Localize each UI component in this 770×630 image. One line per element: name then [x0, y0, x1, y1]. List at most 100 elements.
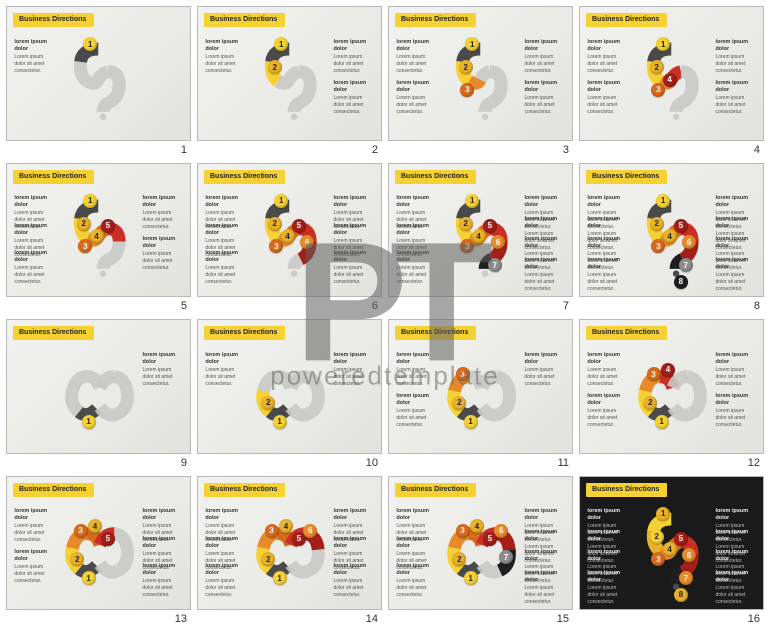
slide-thumbnail[interactable]: Business Directions1lorem ipsum dolorLor…	[6, 319, 191, 468]
slide-thumbnail[interactable]: Business Directions1234567lorem ipsum do…	[388, 163, 573, 312]
callout-label: lorem ipsum dolorLorem ipsum dolor sit a…	[205, 563, 245, 599]
slide-canvas: Business Directions1lorem ipsum dolorLor…	[6, 6, 191, 141]
slide-index: 16	[748, 612, 760, 626]
slide-thumbnail[interactable]: Business Directions12345678lorem ipsum d…	[579, 163, 764, 312]
slide-canvas: Business Directions123456lorem ipsum dol…	[197, 163, 382, 298]
infinity-diagram: 123	[440, 341, 521, 444]
slide-title: Business Directions	[13, 13, 94, 27]
callout-body: Lorem ipsum dolor sit amet consectetur.	[587, 54, 627, 75]
callout-heading: lorem ipsum dolor	[396, 39, 436, 53]
slide-thumbnail[interactable]: Business Directions12lorem ipsum dolorLo…	[197, 6, 382, 155]
callout-heading: lorem ipsum dolor	[715, 236, 755, 250]
callout-heading: lorem ipsum dolor	[14, 250, 54, 264]
slide-index: 3	[563, 143, 569, 157]
callout-label: lorem ipsum dolorLorem ipsum dolor sit a…	[524, 570, 564, 606]
segment-number: 3	[74, 524, 88, 538]
slide-thumbnail[interactable]: Business Directions1lorem ipsum dolorLor…	[6, 6, 191, 155]
callout-heading: lorem ipsum dolor	[396, 393, 436, 407]
slide-thumbnail[interactable]: Business Directions12345lorem ipsum dolo…	[6, 163, 191, 312]
segment-number: 2	[77, 217, 91, 231]
slide-thumbnail[interactable]: Business Directions123lorem ipsum dolorL…	[388, 6, 573, 155]
callout-heading: lorem ipsum dolor	[205, 563, 245, 577]
callout-body: Lorem ipsum dolor sit amet consectetur.	[205, 578, 245, 599]
callout-heading: lorem ipsum dolor	[142, 563, 182, 577]
slide-title: Business Directions	[204, 170, 285, 184]
slide-title: Business Directions	[395, 483, 476, 497]
callout-body: Lorem ipsum dolor sit amet consectetur.	[205, 367, 245, 388]
slide-index: 6	[372, 299, 378, 313]
slide-canvas: Business Directions123456lorem ipsum dol…	[197, 476, 382, 611]
callout-body: Lorem ipsum dolor sit amet consectetur.	[142, 578, 182, 599]
segment-number: 4	[661, 363, 675, 377]
slide-thumbnail[interactable]: Business Directions123lorem ipsum dolorL…	[388, 319, 573, 468]
slide-canvas: Business Directions1234567lorem ipsum do…	[388, 476, 573, 611]
callout-body: Lorem ipsum dolor sit amet consectetur.	[205, 54, 245, 75]
callout-heading: lorem ipsum dolor	[205, 195, 245, 209]
segment-number: 5	[483, 219, 497, 233]
slide-thumbnail[interactable]: Business Directions12345lorem ipsum dolo…	[6, 476, 191, 625]
segment-number: 4	[90, 229, 104, 243]
callout-heading: lorem ipsum dolor	[14, 549, 54, 563]
segment-number: 1	[273, 571, 287, 585]
segment-number: 5	[101, 532, 115, 546]
slide-index: 8	[754, 299, 760, 313]
question-mark-diagram: 12345	[58, 185, 139, 288]
callout-label: lorem ipsum dolorLorem ipsum dolor sit a…	[142, 236, 182, 272]
slide-canvas: Business Directions12345lorem ipsum dolo…	[6, 163, 191, 298]
slide-canvas: Business Directions123lorem ipsum dolorL…	[388, 6, 573, 141]
callout-heading: lorem ipsum dolor	[333, 508, 373, 522]
slide-thumbnail[interactable]: Business Directions1234lorem ipsum dolor…	[579, 6, 764, 155]
segment-number: 5	[674, 219, 688, 233]
slide-canvas: Business Directions1lorem ipsum dolorLor…	[6, 319, 191, 454]
slide-canvas: Business Directions1234lorem ipsum dolor…	[579, 319, 764, 454]
slide-index: 4	[754, 143, 760, 157]
callout-heading: lorem ipsum dolor	[14, 195, 54, 209]
segment-number: 2	[650, 530, 664, 544]
callout-label: lorem ipsum dolorLorem ipsum dolor sit a…	[333, 39, 373, 75]
callout-label: lorem ipsum dolorLorem ipsum dolor sit a…	[396, 250, 436, 286]
callout-heading: lorem ipsum dolor	[524, 508, 564, 522]
segment-number: 1	[273, 415, 287, 429]
segment-number: 1	[655, 415, 669, 429]
callout-heading: lorem ipsum dolor	[333, 39, 373, 53]
callout-heading: lorem ipsum dolor	[205, 39, 245, 53]
callout-body: Lorem ipsum dolor sit amet consectetur.	[396, 265, 436, 286]
callout-label: lorem ipsum dolorLorem ipsum dolor sit a…	[205, 39, 245, 75]
slide-thumbnail[interactable]: Business Directions123456lorem ipsum dol…	[197, 476, 382, 625]
segment-number: 4	[663, 542, 677, 556]
slide-thumbnail[interactable]: Business Directions123456lorem ipsum dol…	[197, 163, 382, 312]
callout-heading: lorem ipsum dolor	[333, 352, 373, 366]
question-mark-diagram: 1234	[631, 28, 712, 131]
segment-number: 8	[674, 588, 688, 602]
slide-canvas: Business Directions12345lorem ipsum dolo…	[6, 476, 191, 611]
segment-number: 4	[663, 73, 677, 87]
callout-body: Lorem ipsum dolor sit amet consectetur.	[14, 54, 54, 75]
callout-body: Lorem ipsum dolor sit amet consectetur.	[333, 578, 373, 599]
slide-title: Business Directions	[395, 13, 476, 27]
question-mark-diagram: 12345678	[631, 185, 712, 288]
callout-label: lorem ipsum dolorLorem ipsum dolor sit a…	[396, 352, 436, 388]
slide-thumbnail[interactable]: Business Directions1234567lorem ipsum do…	[388, 476, 573, 625]
callout-label: lorem ipsum dolorLorem ipsum dolor sit a…	[333, 563, 373, 599]
segment-number: 8	[674, 275, 688, 289]
callout-body: Lorem ipsum dolor sit amet consectetur.	[14, 523, 54, 544]
slide-thumbnail[interactable]: Business Directions12lorem ipsum dolorLo…	[197, 319, 382, 468]
callout-label: lorem ipsum dolorLorem ipsum dolor sit a…	[142, 352, 182, 388]
callout-heading: lorem ipsum dolor	[587, 216, 627, 230]
question-mark-diagram: 1234567	[440, 185, 521, 288]
callout-label: lorem ipsum dolorLorem ipsum dolor sit a…	[587, 80, 627, 116]
slide-title: Business Directions	[204, 483, 285, 497]
slide-title: Business Directions	[13, 483, 94, 497]
segment-number: 5	[292, 219, 306, 233]
callout-body: Lorem ipsum dolor sit amet consectetur.	[205, 265, 245, 286]
callout-label: lorem ipsum dolorLorem ipsum dolor sit a…	[587, 39, 627, 75]
callout-body: Lorem ipsum dolor sit amet consectetur.	[14, 265, 54, 286]
callout-label: lorem ipsum dolorLorem ipsum dolor sit a…	[524, 80, 564, 116]
infinity-diagram: 12345	[58, 498, 139, 601]
thumbnail-grid: Business Directions1lorem ipsum dolorLor…	[0, 0, 770, 630]
callout-heading: lorem ipsum dolor	[333, 536, 373, 550]
callout-label: lorem ipsum dolorLorem ipsum dolor sit a…	[715, 570, 755, 606]
slide-thumbnail[interactable]: Business Directions12345678lorem ipsum d…	[579, 476, 764, 625]
slide-thumbnail[interactable]: Business Directions1234lorem ipsum dolor…	[579, 319, 764, 468]
callout-body: Lorem ipsum dolor sit amet consectetur.	[396, 95, 436, 116]
